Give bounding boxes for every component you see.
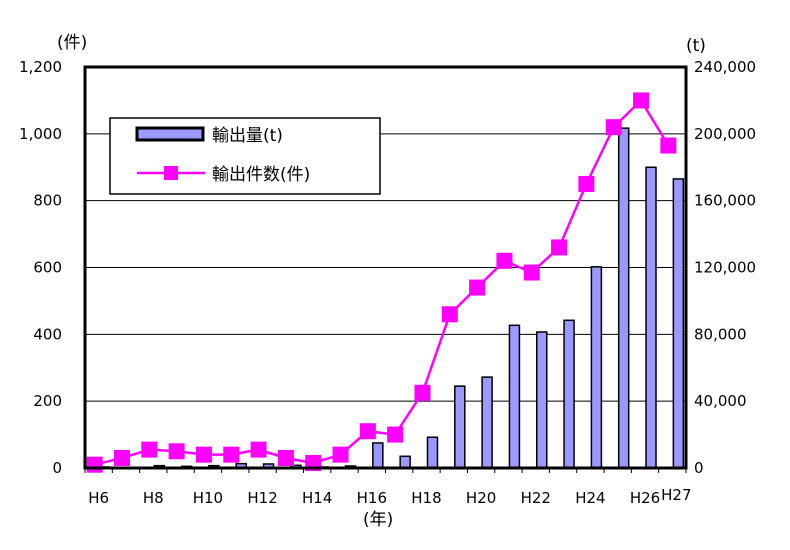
- legend-line-marker: [164, 166, 178, 180]
- x-axis-tick-label: H26: [630, 489, 660, 507]
- line-marker: [441, 306, 458, 323]
- line-marker: [578, 175, 595, 192]
- line-marker: [660, 137, 677, 154]
- right-axis-tick-label: 200,000: [694, 125, 756, 143]
- x-axis-tick-label: H6: [88, 489, 109, 507]
- legend-bar-label: 輸出量(t): [212, 126, 283, 146]
- bar: [672, 178, 685, 469]
- bar: [617, 127, 630, 469]
- line-marker: [523, 264, 540, 281]
- bar: [508, 324, 521, 469]
- left-axis-tick-label: 400: [33, 325, 62, 343]
- line-marker: [86, 456, 103, 473]
- line-marker: [168, 443, 185, 460]
- left-axis-tick-label: 1,000: [19, 125, 62, 143]
- line-marker: [496, 252, 513, 269]
- bar: [372, 442, 384, 469]
- line-marker: [277, 449, 294, 466]
- legend: 輸出量(t) 輸出件数(件): [109, 117, 381, 195]
- left-axis-tick-label: 200: [33, 392, 62, 410]
- line-marker: [223, 446, 240, 463]
- bar: [454, 385, 466, 469]
- right-axis-tick-label: 0: [694, 459, 704, 477]
- left-axis-tick-label: 600: [33, 259, 62, 277]
- line-marker: [195, 446, 212, 463]
- x-axis-tick-label: H27: [661, 486, 691, 504]
- x-axis-tick-label: H10: [193, 489, 223, 507]
- line-marker: [551, 239, 568, 256]
- line-marker: [387, 426, 404, 443]
- line-marker: [359, 423, 376, 440]
- left-axis-tick-label: 0: [52, 459, 62, 477]
- bar: [590, 266, 603, 469]
- line-marker: [141, 441, 158, 458]
- left-axis-tick-label: 1,200: [19, 58, 62, 76]
- x-axis-tick-label: H18: [411, 489, 441, 507]
- x-axis-tick-label: H22: [521, 489, 551, 507]
- line-path: [94, 98, 670, 466]
- right-axis-tick-label: 240,000: [694, 58, 756, 76]
- axis-layer: 0 0 200 40,000 400 80,000 600 120,000 800 160,000…: [19, 58, 756, 507]
- line-marker: [332, 446, 349, 463]
- x-axis-tick-label: H12: [247, 489, 277, 507]
- line-marker: [633, 92, 650, 109]
- right-axis-tick-label: 120,000: [694, 259, 756, 277]
- bar: [481, 376, 493, 469]
- line-marker: [469, 279, 486, 296]
- right-axis-tick-label: 40,000: [694, 392, 747, 410]
- line-marker: [605, 119, 622, 136]
- bar: [536, 331, 548, 469]
- legend-bar-swatch: [135, 126, 205, 142]
- x-axis-tick-label: H14: [302, 489, 332, 507]
- bar: [645, 166, 657, 469]
- right-axis-unit-label: (t): [686, 36, 706, 56]
- x-axis-unit-label: (年): [363, 510, 393, 530]
- x-axis-tick-label: H24: [575, 489, 605, 507]
- bar: [426, 436, 439, 469]
- line-marker: [113, 449, 130, 466]
- legend-line-label: 輸出件数(件): [212, 165, 310, 185]
- line-marker: [414, 384, 431, 401]
- left-axis-unit-label: (件): [57, 33, 87, 53]
- x-axis-tick-label: H8: [143, 489, 164, 507]
- right-axis-tick-label: 160,000: [694, 192, 756, 210]
- x-axis-tick-label: H20: [466, 489, 496, 507]
- bar: [563, 319, 575, 469]
- right-axis-tick-label: 80,000: [694, 325, 747, 343]
- grid-layer: [85, 133, 686, 402]
- line-marker: [250, 441, 267, 458]
- bar: [399, 455, 411, 469]
- x-axis-tick-label: H16: [357, 489, 387, 507]
- left-axis-tick-label: 800: [33, 192, 62, 210]
